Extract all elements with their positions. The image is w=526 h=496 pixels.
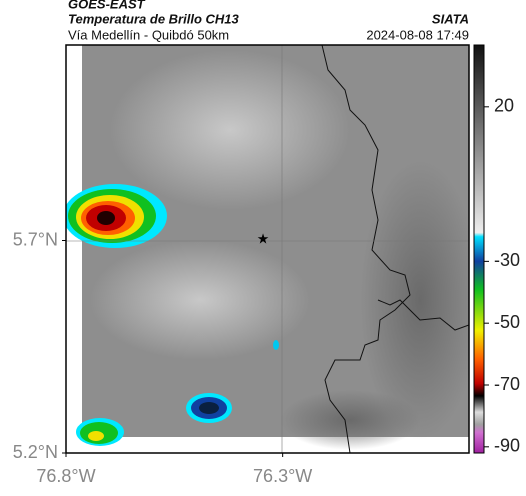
colorbar-tick-label: -90 bbox=[494, 436, 520, 456]
lat-tick-label: 5.2°N bbox=[13, 442, 58, 462]
imagery bbox=[66, 45, 469, 453]
timestamp: 2024-08-08 17:49 bbox=[366, 27, 469, 42]
lat-tick-label: 5.7°N bbox=[13, 229, 58, 249]
product: Temperatura de Brillo CH13 bbox=[68, 11, 240, 26]
colorbar-tick-label: -30 bbox=[494, 250, 520, 270]
lon-tick-label: 76.8°W bbox=[36, 466, 95, 486]
colorbar-tick-label: -70 bbox=[494, 374, 520, 394]
satellite: GOES-EAST bbox=[68, 0, 146, 11]
colorbar-tick-label: 20 bbox=[494, 96, 514, 116]
route: Vía Medellín - Quibdó 50km bbox=[68, 27, 229, 42]
lon-tick-label: 76.3°W bbox=[253, 466, 312, 486]
agency: SIATA bbox=[432, 11, 469, 26]
location-star: ★ bbox=[257, 231, 270, 247]
colorbar bbox=[473, 44, 485, 454]
map-frame bbox=[65, 44, 470, 454]
colorbar-tick-label: -50 bbox=[494, 312, 520, 332]
